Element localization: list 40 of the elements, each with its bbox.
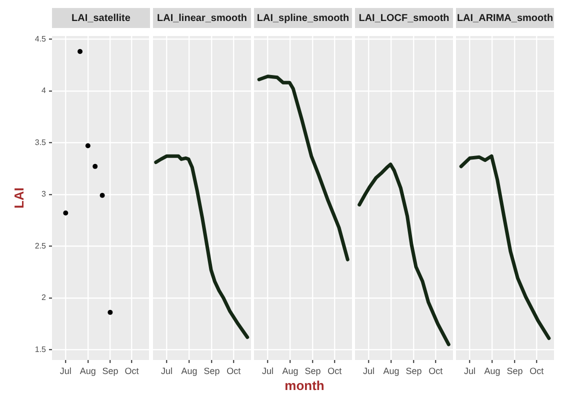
y-tick-label: 1.5 xyxy=(34,344,47,354)
point xyxy=(100,192,105,198)
x-tick-label: Sep xyxy=(304,366,321,376)
x-tick-label: Jul xyxy=(262,366,274,376)
chart-title: LAI_LOCF_smooth xyxy=(355,8,453,28)
point xyxy=(108,310,113,315)
x-tick-label: Jul xyxy=(161,366,173,376)
x-tick-label: Aug xyxy=(80,366,96,376)
x-tick-label: Sep xyxy=(102,366,118,376)
x-tick-label: Sep xyxy=(406,366,422,376)
x-tick-label: Aug xyxy=(383,366,400,376)
y-tick-label: 4 xyxy=(42,86,47,96)
y-axis-title: LAI xyxy=(11,188,26,208)
x-axis-title: month xyxy=(284,378,326,393)
y-tick-label: 4.5 xyxy=(34,34,47,44)
x-tick-label: Aug xyxy=(181,366,198,376)
x-tick-label: Aug xyxy=(282,366,298,376)
point xyxy=(92,164,98,169)
point xyxy=(63,210,68,216)
y-tick-label: 2 xyxy=(42,293,47,302)
x-tick-label: Oct xyxy=(428,366,444,376)
y-tick-label: 2.5 xyxy=(34,241,47,250)
x-tick-label: Aug xyxy=(484,366,500,376)
x-tick-label: Jul xyxy=(60,366,72,376)
x-tick-label: Oct xyxy=(226,366,242,376)
x-tick-label: Oct xyxy=(328,366,342,376)
x-tick-label: Jul xyxy=(464,366,476,376)
x-tick-label: Oct xyxy=(530,366,544,376)
x-tick-label: Sep xyxy=(506,366,523,376)
y-tick-label: 3.5 xyxy=(34,138,47,147)
y-tick-label: 3 xyxy=(42,190,47,199)
point xyxy=(78,49,83,54)
chart-title: LAI_linear_smooth xyxy=(153,8,251,28)
chart-title: LAI_ARIMA_smooth xyxy=(456,8,554,28)
chart-title: LAI_satellite xyxy=(52,8,150,28)
point xyxy=(85,143,90,148)
x-tick-label: Jul xyxy=(363,366,375,376)
chart-title: LAI_spline_smooth xyxy=(254,8,352,28)
x-tick-label: Oct xyxy=(124,366,140,376)
x-tick-label: Sep xyxy=(204,366,220,376)
